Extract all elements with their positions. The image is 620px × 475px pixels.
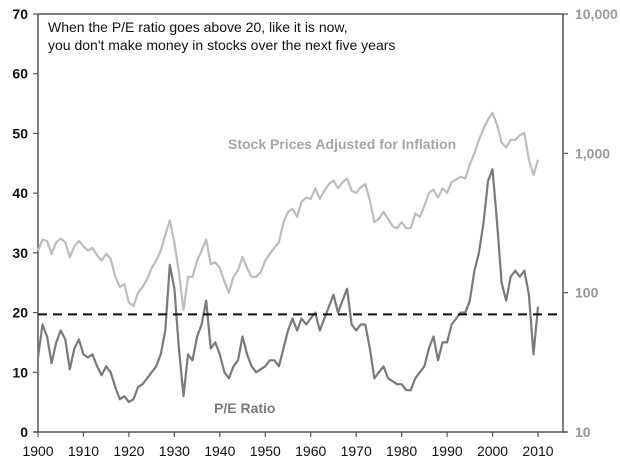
x-tick-label: 2000 (477, 443, 508, 459)
x-tick-label: 1900 (22, 443, 53, 459)
left-tick-label: 0 (20, 424, 28, 440)
stock-prices-line (36, 111, 540, 312)
left-tick-label: 60 (12, 66, 28, 82)
x-tick-label: 1920 (113, 443, 144, 459)
left-tick-label: 30 (12, 245, 28, 261)
x-tick-label: 1950 (250, 443, 281, 459)
series-label-stock-prices: Stock Prices Adjusted for Inflation (228, 136, 456, 152)
annotation-line-1: When the P/E ratio goes above 20, like i… (48, 19, 348, 35)
left-tick-label: 50 (12, 125, 28, 141)
left-tick-label: 70 (12, 6, 28, 22)
x-tick-label: 1960 (295, 443, 326, 459)
pe-ratio-line (36, 168, 540, 404)
right-tick-label: 10 (575, 424, 591, 440)
x-tick-label: 1910 (68, 443, 99, 459)
left-tick-label: 20 (12, 305, 28, 321)
x-tick-label: 1980 (386, 443, 417, 459)
axes: 0 10 20 30 40 50 60 70 10 100 1,000 10,000 1900 1910 1… (12, 6, 618, 459)
right-tick-label: 1,000 (575, 145, 610, 161)
series-label-pe-ratio: P/E Ratio (214, 400, 275, 416)
x-tick-label: 1970 (341, 443, 372, 459)
left-tick-label: 10 (12, 364, 28, 380)
x-tick-label: 1990 (432, 443, 463, 459)
left-tick-label: 40 (12, 185, 28, 201)
right-tick-label: 10,000 (575, 6, 618, 22)
x-tick-label: 2010 (522, 443, 553, 459)
right-tick-label: 100 (575, 285, 599, 301)
x-tick-label: 1940 (204, 443, 235, 459)
x-tick-label: 1930 (159, 443, 190, 459)
annotation-line-2: you don't make money in stocks over the … (48, 37, 395, 53)
series-layer (36, 111, 540, 404)
